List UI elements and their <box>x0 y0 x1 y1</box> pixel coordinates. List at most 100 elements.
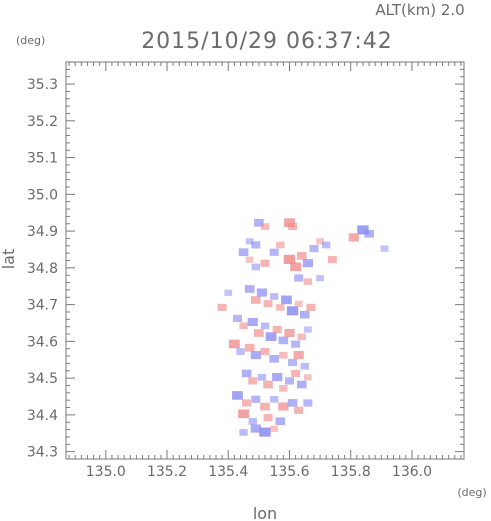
data-point <box>256 288 268 297</box>
data-point <box>291 369 301 378</box>
data-point <box>380 245 389 252</box>
data-point <box>251 241 261 249</box>
data-point <box>263 414 273 422</box>
data-point <box>248 418 257 425</box>
data-point <box>306 303 316 311</box>
y-tick-label: 35.1 <box>27 151 58 167</box>
x-tick-label: 135.6 <box>269 464 309 480</box>
x-tick-label: 136.0 <box>392 464 432 480</box>
data-point <box>232 391 243 400</box>
chart-title: 2015/10/29 06:37:42 <box>141 29 393 54</box>
data-point <box>239 429 248 436</box>
data-point <box>296 380 307 389</box>
data-point <box>251 395 261 403</box>
data-point <box>296 252 307 260</box>
data-point <box>260 402 270 411</box>
data-point <box>251 296 261 304</box>
data-point <box>259 427 271 437</box>
data-point <box>250 350 261 360</box>
data-point <box>290 262 302 272</box>
data-point <box>294 406 304 414</box>
data-point <box>278 336 289 345</box>
data-point <box>260 259 270 267</box>
x-tick-label: 135.8 <box>331 464 371 480</box>
y-tick-label: 34.9 <box>27 224 58 240</box>
data-point <box>270 425 279 432</box>
data-point <box>260 223 270 230</box>
data-point <box>300 310 310 319</box>
data-point <box>239 322 248 330</box>
data-point <box>247 317 258 327</box>
y-axis-label: lat <box>0 249 18 270</box>
y-tick-label: 34.4 <box>27 408 58 424</box>
data-point <box>303 278 313 286</box>
data-point <box>322 241 331 249</box>
data-point <box>294 300 303 307</box>
data-point <box>279 384 288 392</box>
data-point <box>283 254 296 264</box>
ticks-layer: 135.0 135.2 135.4 135.6 135.8 136.0 34.3 34.4 34… <box>27 61 464 480</box>
data-point <box>269 293 279 300</box>
data-point <box>294 274 304 282</box>
altitude-label: ALT(km) 2.0 <box>375 1 464 19</box>
y-tick-label: 34.6 <box>27 334 58 350</box>
data-point <box>327 256 337 264</box>
x-tick-label: 135.0 <box>86 464 126 480</box>
data-point <box>357 225 369 235</box>
data-point <box>287 399 298 407</box>
data-point <box>276 241 285 249</box>
data-point <box>224 289 233 296</box>
data-point <box>288 222 298 231</box>
data-point <box>244 285 255 293</box>
data-point <box>291 340 301 348</box>
data-point <box>297 333 306 341</box>
data-point <box>316 274 325 282</box>
data-point <box>241 369 252 378</box>
data-point <box>232 314 242 323</box>
data-point <box>316 238 325 245</box>
data-point <box>364 229 374 238</box>
y-tick-label: 34.3 <box>27 445 58 461</box>
y-tick-label: 34.5 <box>27 371 58 387</box>
data-point <box>263 300 273 308</box>
x-axis-label: lon <box>253 504 277 521</box>
data-point <box>263 380 273 389</box>
data-point <box>254 329 264 337</box>
data-point <box>279 351 288 359</box>
data-point <box>254 218 264 227</box>
y-tick-label: 35.2 <box>27 114 58 130</box>
data-point <box>260 347 270 356</box>
data-point <box>238 409 249 419</box>
data-point <box>228 339 240 349</box>
y-tick-label: 34.7 <box>27 298 58 314</box>
data-point <box>348 233 359 242</box>
data-point <box>276 304 285 311</box>
data-point <box>245 256 254 263</box>
data-point <box>269 248 279 256</box>
data-point <box>288 358 298 367</box>
x-tick-label: 135.4 <box>208 464 248 480</box>
data-point <box>251 263 261 271</box>
y-unit-label: (deg) <box>16 34 45 47</box>
x-unit-label: (deg) <box>457 486 486 499</box>
data-point <box>272 325 282 334</box>
data-point <box>245 238 254 245</box>
data-point <box>284 328 295 338</box>
data-point <box>248 377 258 385</box>
y-tick-label: 34.8 <box>27 261 58 277</box>
data-point <box>286 306 299 316</box>
data-point <box>309 244 319 253</box>
data-point <box>293 350 304 360</box>
data-point <box>303 326 312 333</box>
data-point <box>302 259 313 268</box>
y-tick-label: 35.0 <box>27 187 58 203</box>
data-point <box>272 373 283 382</box>
data-point <box>284 377 294 385</box>
data-point <box>244 343 255 352</box>
data-point <box>303 399 313 407</box>
data-point <box>269 354 279 363</box>
data-point <box>300 362 309 370</box>
y-tick-label: 35.3 <box>27 77 58 93</box>
data-point <box>269 395 279 403</box>
